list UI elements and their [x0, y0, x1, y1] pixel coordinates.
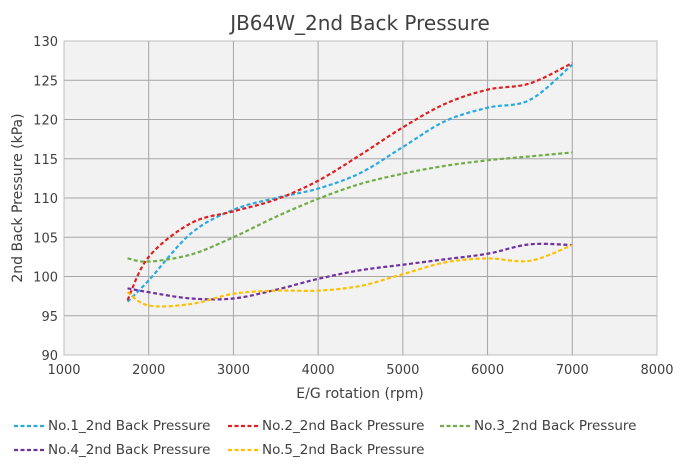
legend: No.1_2nd Back Pressure No.2_2nd Back Pres… [14, 418, 636, 458]
y-axis-label: 2nd Back Pressure (kPa) [10, 113, 26, 282]
y-tick-label: 110 [33, 192, 58, 207]
legend-label-no5: No.5_2nd Back Pressure [262, 442, 424, 458]
legend-label-no1: No.1_2nd Back Pressure [48, 418, 210, 434]
x-tick-label: 5000 [386, 363, 419, 378]
x-tick-label: 4000 [302, 363, 335, 378]
x-tick-label: 1000 [47, 363, 80, 378]
y-tick-label: 105 [33, 231, 58, 246]
y-tick-label: 125 [33, 74, 58, 89]
y-tick-label: 100 [33, 271, 58, 286]
y-tick-label: 95 [41, 310, 58, 325]
series-line-no4 [127, 242, 573, 301]
series-line-no1 [126, 63, 573, 303]
series-lines [126, 61, 573, 308]
series-line-no5 [126, 244, 573, 308]
chart-title: JB64W_2nd Back Pressure [228, 11, 490, 35]
x-tick-label: 2000 [132, 363, 165, 378]
series-line-no3 [127, 151, 573, 263]
y-tick-label: 120 [33, 114, 58, 129]
x-axis-label: E/G rotation (rpm) [296, 386, 423, 402]
y-tick-label: 130 [33, 35, 58, 50]
legend-label-no3: No.3_2nd Back Pressure [474, 418, 636, 434]
series-line-no2 [126, 61, 573, 301]
y-tick-label: 90 [41, 349, 58, 364]
x-tick-label: 8000 [640, 363, 673, 378]
legend-label-no4: No.4_2nd Back Pressure [48, 442, 210, 458]
x-tick-label: 7000 [556, 363, 589, 378]
x-tick-label: 3000 [217, 363, 250, 378]
legend-label-no2: No.2_2nd Back Pressure [262, 418, 424, 434]
x-tick-label: 6000 [471, 363, 504, 378]
y-tick-label: 115 [33, 153, 58, 168]
grid-lines [64, 41, 657, 355]
tick-labels: 1000 2000 3000 4000 5000 6000 7000 8000 90 95 100 1… [33, 35, 673, 378]
